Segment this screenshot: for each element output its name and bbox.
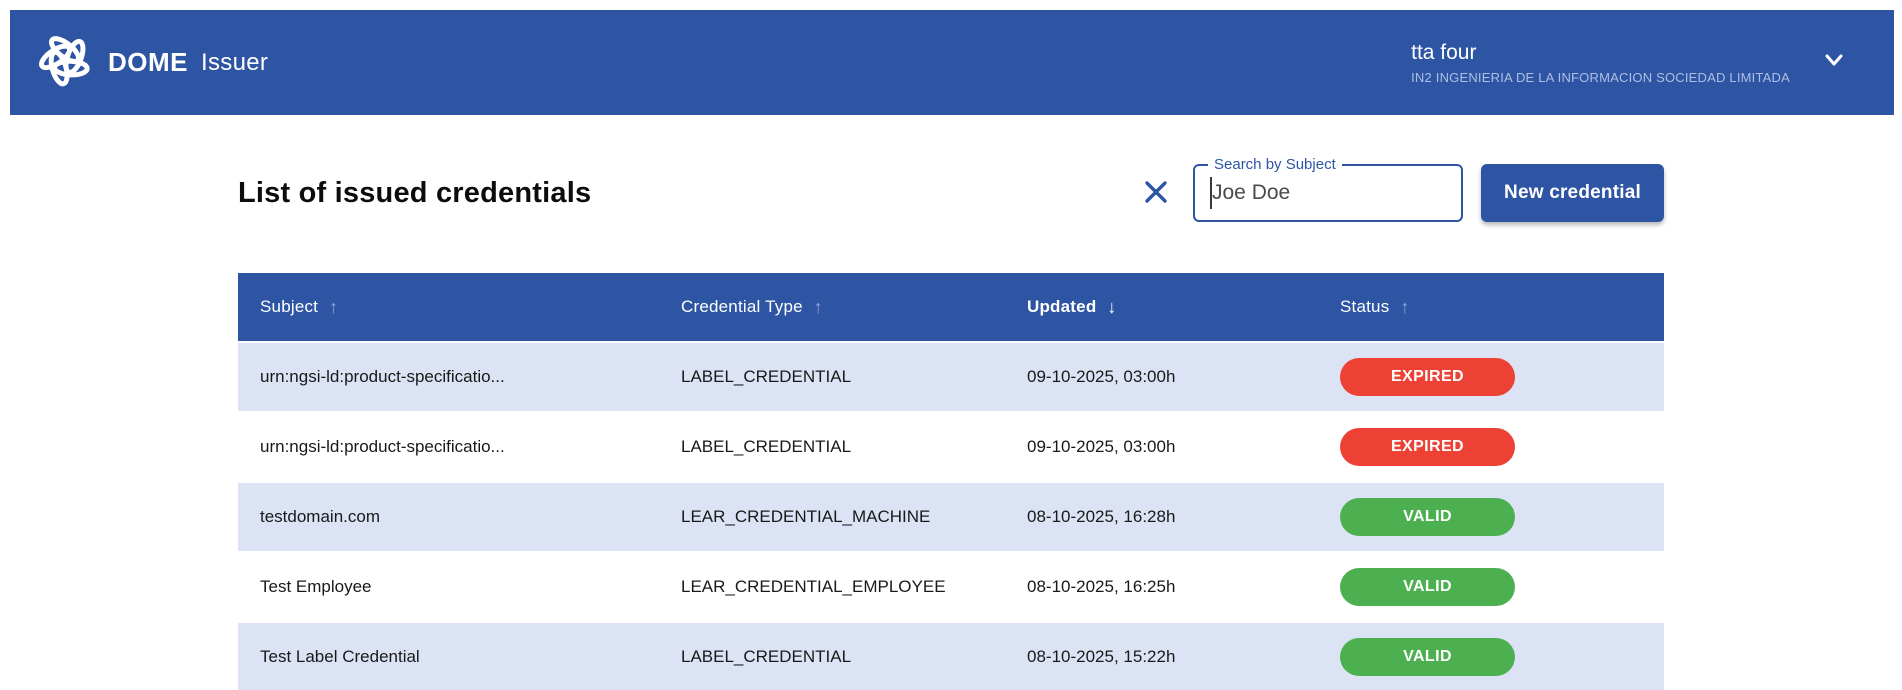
close-icon: [1140, 176, 1172, 211]
subject-cell: urn:ngsi-ld:product-specificatio...: [260, 367, 505, 386]
status-badge: VALID: [1340, 498, 1515, 536]
updated-cell: 09-10-2025, 03:00h: [1027, 367, 1176, 386]
main-content: List of issued credentials Search by Sub…: [238, 156, 1664, 690]
status-cell: EXPIRED: [1340, 428, 1664, 466]
status-cell: VALID: [1340, 638, 1664, 676]
status-cell: VALID: [1340, 498, 1664, 536]
updated-cell: 08-10-2025, 15:22h: [1027, 647, 1176, 666]
brand-name: DOME: [108, 47, 188, 77]
credentials-table: Subject ↑ Credential Type ↑ Updated ↓ St…: [238, 273, 1664, 690]
credential-type-cell: LABEL_CREDENTIAL: [681, 437, 852, 456]
brand-suffix: Issuer: [201, 48, 269, 76]
sort-asc-icon[interactable]: ↑: [813, 296, 823, 317]
column-label: Status: [1340, 297, 1390, 316]
toolbar: List of issued credentials Search by Sub…: [238, 156, 1664, 223]
table-body: urn:ngsi-ld:product-specificatio... LABE…: [238, 343, 1664, 690]
account-organization: IN2 INGENIERIA DE LA INFORMACION SOCIEDA…: [1411, 69, 1790, 85]
credential-type-cell: LEAR_CREDENTIAL_EMPLOYEE: [681, 577, 946, 596]
status-cell: EXPIRED: [1340, 358, 1664, 396]
account-menu[interactable]: tta four IN2 INGENIERIA DE LA INFORMACIO…: [1411, 41, 1848, 85]
brand: DOME Issuer: [36, 31, 268, 94]
table-row[interactable]: urn:ngsi-ld:product-specificatio... LABE…: [238, 413, 1664, 483]
account-name: tta four: [1411, 40, 1477, 64]
status-cell: VALID: [1340, 568, 1664, 606]
column-label: Updated: [1027, 297, 1097, 316]
column-header-subject[interactable]: Subject ↑: [238, 297, 681, 318]
chevron-down-icon[interactable]: [1820, 46, 1848, 79]
dome-knot-logo-icon: [36, 31, 94, 94]
sort-desc-icon[interactable]: ↓: [1107, 296, 1117, 317]
status-badge: EXPIRED: [1340, 428, 1515, 466]
table-header-row: Subject ↑ Credential Type ↑ Updated ↓ St…: [238, 273, 1664, 343]
search-input-value: Joe Doe: [1212, 181, 1291, 204]
subject-cell: urn:ngsi-ld:product-specificatio...: [260, 437, 505, 456]
status-badge: VALID: [1340, 568, 1515, 606]
credential-type-cell: LABEL_CREDENTIAL: [681, 647, 852, 666]
updated-cell: 08-10-2025, 16:25h: [1027, 577, 1176, 596]
subject-cell: Test Label Credential: [260, 647, 420, 666]
text-cursor: [1210, 177, 1212, 209]
table-row[interactable]: Test Employee LEAR_CREDENTIAL_EMPLOYEE 0…: [238, 553, 1664, 623]
status-badge: VALID: [1340, 638, 1515, 676]
clear-search-button[interactable]: [1133, 170, 1179, 216]
column-header-credential-type[interactable]: Credential Type ↑: [681, 297, 1027, 318]
page-title: List of issued credentials: [238, 176, 592, 209]
column-label: Subject: [260, 297, 319, 316]
sort-asc-icon[interactable]: ↑: [1400, 296, 1410, 317]
subject-cell: Test Employee: [260, 577, 372, 596]
table-row[interactable]: urn:ngsi-ld:product-specificatio... LABE…: [238, 343, 1664, 413]
column-label: Credential Type: [681, 297, 803, 316]
updated-cell: 09-10-2025, 03:00h: [1027, 437, 1176, 456]
table-row[interactable]: Test Label Credential LABEL_CREDENTIAL 0…: [238, 623, 1664, 690]
table-row[interactable]: testdomain.com LEAR_CREDENTIAL_MACHINE 0…: [238, 483, 1664, 553]
new-credential-button[interactable]: New credential: [1481, 164, 1664, 222]
subject-cell: testdomain.com: [260, 507, 380, 526]
credential-type-cell: LEAR_CREDENTIAL_MACHINE: [681, 507, 931, 526]
status-badge: EXPIRED: [1340, 358, 1515, 396]
credential-type-cell: LABEL_CREDENTIAL: [681, 367, 852, 386]
updated-cell: 08-10-2025, 16:28h: [1027, 507, 1176, 526]
search-input-label: Search by Subject: [1208, 156, 1342, 173]
sort-asc-icon[interactable]: ↑: [329, 296, 339, 317]
account-text: tta four IN2 INGENIERIA DE LA INFORMACIO…: [1411, 41, 1790, 85]
search-input[interactable]: Search by Subject Joe Doe: [1193, 156, 1463, 222]
column-header-status[interactable]: Status ↑: [1340, 297, 1664, 318]
column-header-updated[interactable]: Updated ↓: [1027, 297, 1340, 318]
app-header: DOME Issuer tta four IN2 INGENIERIA DE L…: [10, 10, 1894, 115]
